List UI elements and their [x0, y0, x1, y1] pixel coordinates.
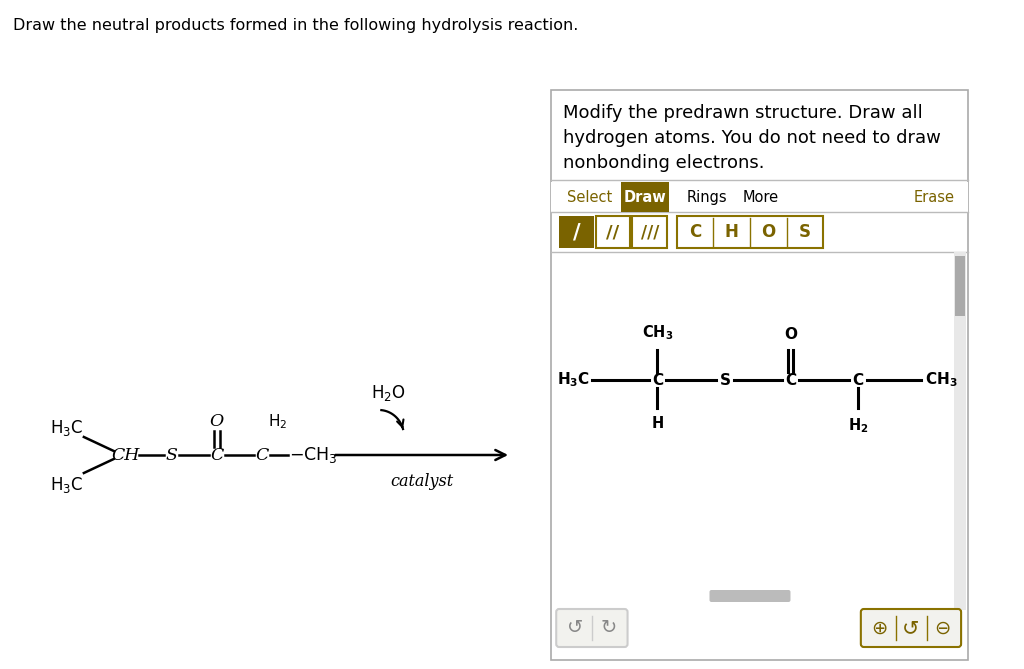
Bar — [559, 216, 594, 248]
Text: $\mathbf{CH_3}$: $\mathbf{CH_3}$ — [642, 323, 673, 342]
Text: C: C — [210, 446, 223, 464]
Text: C: C — [652, 373, 663, 387]
Text: //: // — [606, 223, 620, 241]
Text: $\mathsf{H_2O}$: $\mathsf{H_2O}$ — [371, 383, 406, 403]
Text: $\mathsf{H_3C}$: $\mathsf{H_3C}$ — [50, 475, 83, 495]
Text: Rings: Rings — [686, 189, 727, 205]
Text: Modify the predrawn structure. Draw all: Modify the predrawn structure. Draw all — [563, 104, 923, 122]
Text: $\mathsf{-CH_3}$: $\mathsf{-CH_3}$ — [289, 445, 338, 465]
Text: $\mathbf{H_3C}$: $\mathbf{H_3C}$ — [557, 371, 590, 389]
Text: C: C — [256, 446, 269, 464]
Bar — [633, 216, 667, 248]
Text: ↻: ↻ — [600, 619, 616, 638]
Text: O: O — [784, 327, 797, 342]
Bar — [955, 256, 965, 316]
Text: $\mathsf{H_3C}$: $\mathsf{H_3C}$ — [50, 418, 83, 438]
Text: /: / — [572, 222, 581, 242]
Text: More: More — [742, 189, 778, 205]
Bar — [677, 216, 823, 248]
Text: hydrogen atoms. You do not need to draw: hydrogen atoms. You do not need to draw — [563, 129, 941, 147]
Bar — [551, 182, 968, 212]
Text: ///: /// — [641, 223, 658, 241]
Text: O: O — [210, 413, 224, 429]
Text: ↺: ↺ — [902, 618, 920, 638]
Text: C: C — [852, 373, 863, 387]
Text: ⊕: ⊕ — [871, 619, 888, 638]
Text: CH: CH — [112, 446, 139, 464]
Text: H: H — [725, 223, 738, 241]
Text: ↺: ↺ — [567, 619, 584, 638]
FancyBboxPatch shape — [556, 609, 628, 647]
Text: $\mathbf{H_2}$: $\mathbf{H_2}$ — [848, 416, 868, 435]
Text: $\mathsf{H_2}$: $\mathsf{H_2}$ — [268, 412, 288, 431]
Text: S: S — [720, 373, 730, 387]
Text: Draw: Draw — [624, 189, 667, 205]
Bar — [596, 216, 631, 248]
Text: S: S — [166, 446, 177, 464]
Text: Erase: Erase — [913, 189, 954, 205]
Text: catalyst: catalyst — [390, 473, 454, 490]
Text: C: C — [785, 373, 796, 387]
Text: O: O — [761, 223, 775, 241]
Text: C: C — [689, 223, 701, 241]
FancyBboxPatch shape — [710, 590, 791, 602]
Text: nonbonding electrons.: nonbonding electrons. — [563, 154, 765, 172]
Text: $\mathbf{CH_3}$: $\mathbf{CH_3}$ — [926, 371, 958, 389]
Text: Draw the neutral products formed in the following hydrolysis reaction.: Draw the neutral products formed in the … — [13, 18, 579, 33]
Bar — [954, 252, 966, 610]
Text: ⊖: ⊖ — [935, 619, 951, 638]
FancyBboxPatch shape — [551, 90, 968, 660]
Text: S: S — [799, 223, 811, 241]
Text: H: H — [651, 416, 664, 431]
Bar — [621, 182, 669, 212]
FancyBboxPatch shape — [861, 609, 962, 647]
Text: Select: Select — [567, 189, 612, 205]
